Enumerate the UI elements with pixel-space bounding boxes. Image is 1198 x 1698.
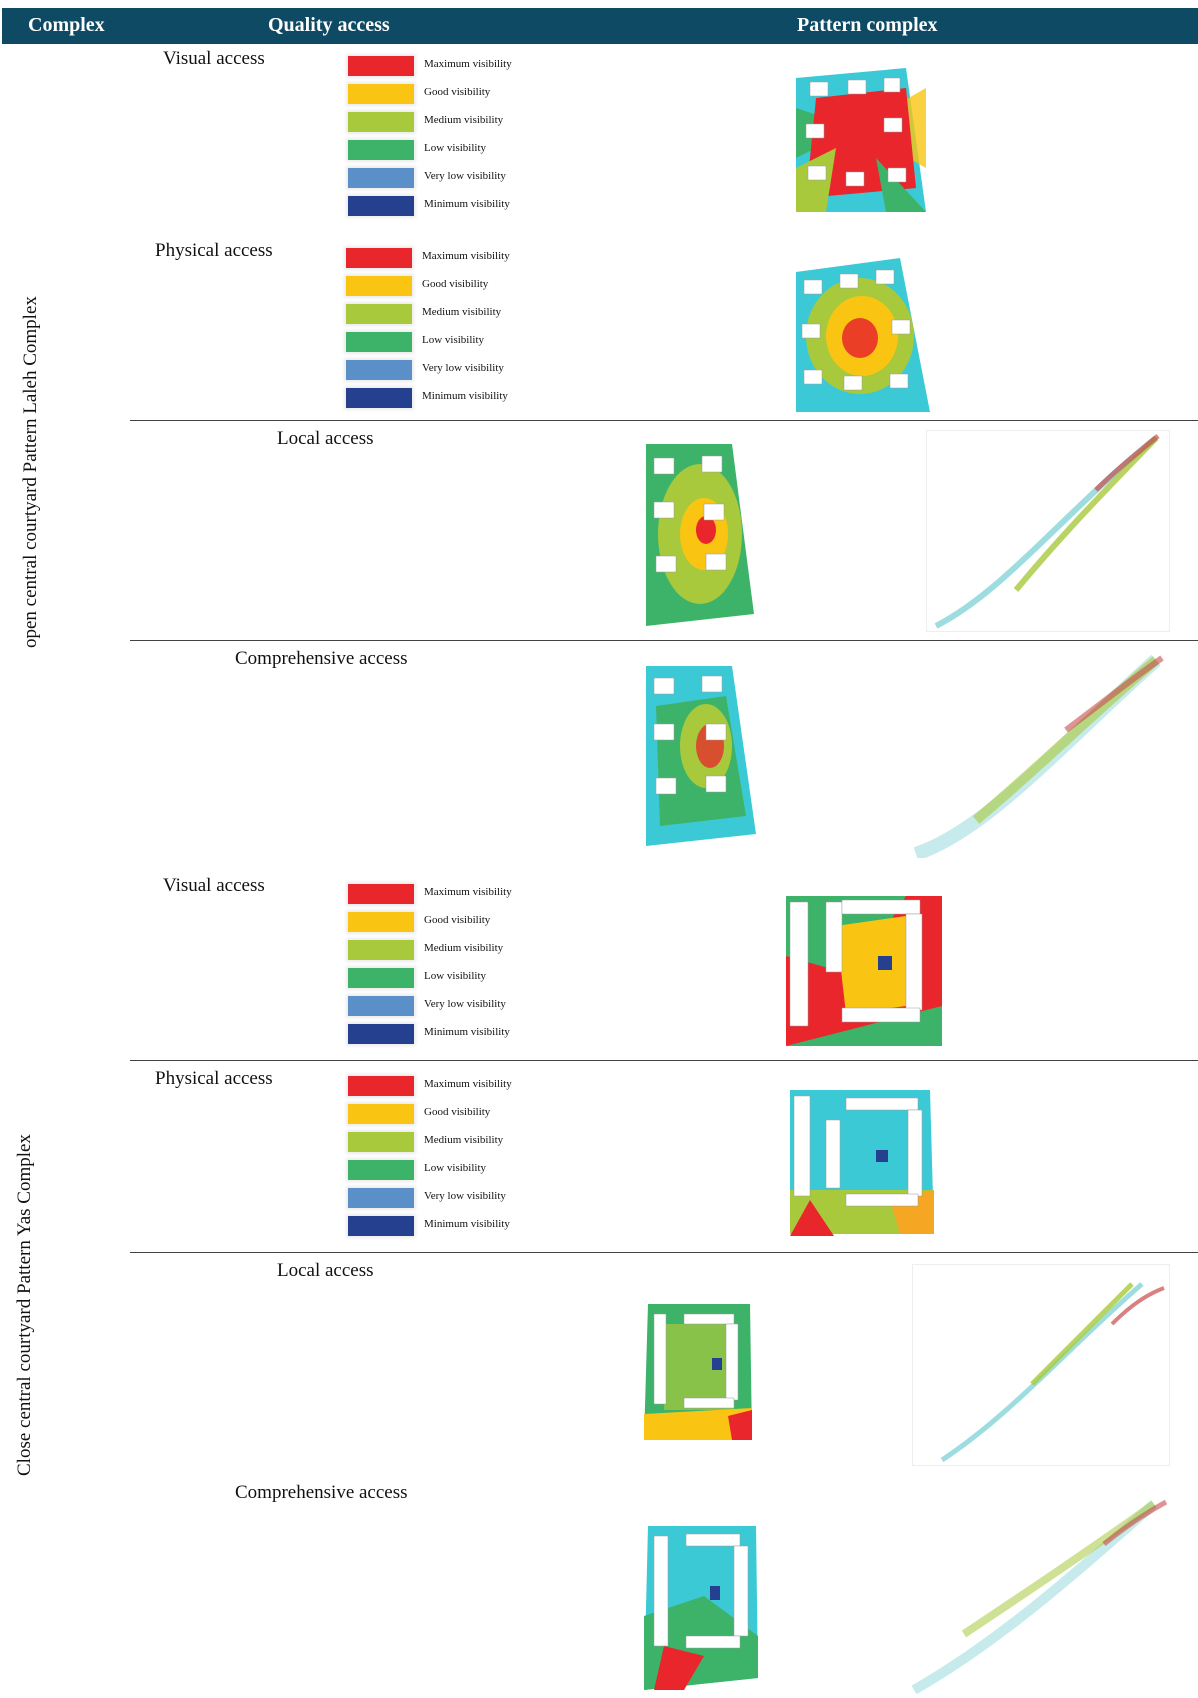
visibility-legend: Maximum visibility Good visibility Mediu… <box>348 52 518 220</box>
legend-swatch <box>346 388 412 408</box>
complex-label-yas: Close central courtyard Pattern Yas Comp… <box>14 1134 35 1476</box>
legend-item: Maximum visibility <box>348 880 518 908</box>
header-complex: Complex <box>28 14 105 36</box>
yas-visual-access-map <box>786 896 946 1050</box>
legend-swatch <box>348 196 414 216</box>
yas-local-access-scatter <box>912 1264 1170 1466</box>
table-header: Complex Quality access Pattern complex <box>2 8 1198 44</box>
legend-item: Low visibility <box>348 136 518 164</box>
legend-item: Very low visibility <box>348 992 518 1020</box>
laleh-local-access-scatter <box>926 430 1170 632</box>
laleh-comprehensive-access-map <box>646 666 756 846</box>
legend-swatch <box>348 84 414 104</box>
legend-item: Low visibility <box>348 1156 518 1184</box>
row-divider <box>130 640 1198 641</box>
legend-item: Minimum visibility <box>348 1212 518 1240</box>
legend-swatch <box>346 360 412 380</box>
row-divider <box>130 1060 1198 1061</box>
header-quality-access: Quality access <box>268 14 390 36</box>
legend-item: Maximum visibility <box>348 52 518 80</box>
legend-item: Minimum visibility <box>348 1020 518 1048</box>
legend-swatch <box>348 1076 414 1096</box>
row-label-visual-access: Visual access <box>163 48 265 69</box>
row-label-visual-access: Visual access <box>163 875 265 896</box>
legend-item: Good visibility <box>348 908 518 936</box>
row-label-physical-access: Physical access <box>155 240 273 261</box>
legend-item: Medium visibility <box>348 108 518 136</box>
laleh-visual-access-map <box>796 68 926 212</box>
legend-swatch <box>348 884 414 904</box>
yas-comprehensive-access-map <box>644 1526 760 1690</box>
legend-swatch <box>348 1132 414 1152</box>
legend-item: Low visibility <box>346 328 516 356</box>
legend-swatch <box>348 1188 414 1208</box>
row-label-local-access: Local access <box>277 1260 374 1281</box>
complex-label-laleh: open central courtyard Pattern Laleh Com… <box>20 296 41 648</box>
legend-swatch <box>348 1104 414 1124</box>
legend-item: Very low visibility <box>346 356 516 384</box>
legend-item: Low visibility <box>348 964 518 992</box>
legend-swatch <box>348 56 414 76</box>
row-divider <box>130 420 1198 421</box>
laleh-physical-access-map <box>796 258 930 412</box>
legend-swatch <box>348 1160 414 1180</box>
legend-swatch <box>348 996 414 1016</box>
legend-item: Medium visibility <box>348 1128 518 1156</box>
yas-local-access-map <box>644 1304 754 1440</box>
legend-swatch <box>348 1216 414 1236</box>
legend-swatch <box>346 276 412 296</box>
yas-comprehensive-access-scatter <box>904 1484 1174 1694</box>
legend-swatch <box>348 140 414 160</box>
legend-swatch <box>346 304 412 324</box>
row-label-physical-access: Physical access <box>155 1068 273 1089</box>
legend-item: Minimum visibility <box>348 192 518 220</box>
visibility-legend: Maximum visibility Good visibility Mediu… <box>348 1072 518 1240</box>
legend-item: Good visibility <box>348 1100 518 1128</box>
header-pattern-complex: Pattern complex <box>797 14 938 36</box>
legend-swatch <box>348 1024 414 1044</box>
legend-item: Medium visibility <box>348 936 518 964</box>
legend-item: Very low visibility <box>348 164 518 192</box>
legend-item: Maximum visibility <box>346 244 516 272</box>
legend-item: Good visibility <box>346 272 516 300</box>
laleh-local-access-map <box>646 444 754 626</box>
legend-swatch <box>348 940 414 960</box>
visibility-legend: Maximum visibility Good visibility Mediu… <box>346 244 516 412</box>
legend-swatch <box>346 332 412 352</box>
legend-item: Very low visibility <box>348 1184 518 1212</box>
legend-item: Minimum visibility <box>346 384 516 412</box>
legend-swatch <box>348 912 414 932</box>
row-label-comprehensive-access: Comprehensive access <box>235 1482 408 1503</box>
legend-item: Medium visibility <box>346 300 516 328</box>
row-label-local-access: Local access <box>277 428 374 449</box>
row-label-comprehensive-access: Comprehensive access <box>235 648 408 669</box>
legend-swatch <box>346 248 412 268</box>
legend-item: Maximum visibility <box>348 1072 518 1100</box>
yas-physical-access-map <box>790 1090 936 1236</box>
legend-swatch <box>348 112 414 132</box>
laleh-comprehensive-access-scatter <box>906 650 1172 858</box>
legend-swatch <box>348 168 414 188</box>
legend-swatch <box>348 968 414 988</box>
visibility-legend: Maximum visibility Good visibility Mediu… <box>348 880 518 1048</box>
row-divider <box>130 1252 1198 1253</box>
legend-item: Good visibility <box>348 80 518 108</box>
